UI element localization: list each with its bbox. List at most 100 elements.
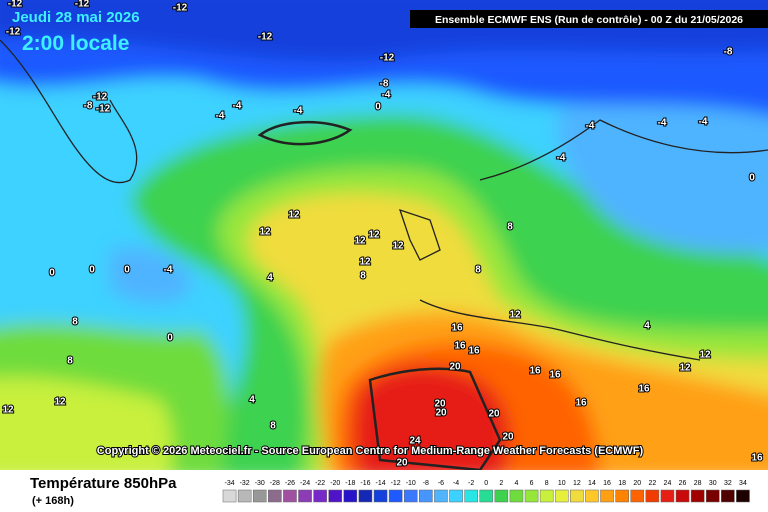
contour-label: -4 [216, 111, 225, 122]
legend-swatch [252, 489, 267, 503]
legend-swatch [494, 489, 509, 503]
contour-label: 12 [259, 227, 271, 238]
legend-label: -32 [240, 480, 250, 487]
contour-label: 12 [699, 350, 711, 361]
contour-label: 12 [54, 397, 66, 408]
copyright: Copyright © 2026 Meteociel.fr - Source E… [97, 445, 644, 457]
contour-label: -8 [84, 101, 93, 112]
contour-label: 20 [434, 399, 446, 410]
contour-label: 20 [502, 432, 514, 443]
legend-swatch [313, 489, 327, 503]
legend-swatch [419, 489, 433, 503]
legend-swatch [268, 489, 282, 503]
contour-label: -12 [6, 27, 21, 38]
legend-swatch [464, 489, 478, 503]
contour-label: 12 [679, 363, 691, 374]
contour-label: 8 [72, 317, 78, 328]
legend-label: 2 [499, 480, 503, 487]
colorbar: -34 -32 -30 -28 -26 -24 -22 -20 -18 -16 -14 -12 -10-… [222, 480, 750, 503]
contour-label: 16 [575, 398, 587, 409]
contour-label: 0 [49, 268, 55, 279]
contour-label: -12 [96, 104, 111, 115]
legend-label: 14 [588, 480, 596, 487]
contour-label: -4 [233, 101, 242, 112]
legend-swatch [721, 489, 735, 503]
contour-label: 12 [368, 230, 380, 241]
legend-label: 22 [648, 480, 656, 487]
legend-swatch [615, 489, 629, 503]
legend-swatch [388, 489, 403, 503]
contour-label: 20 [396, 458, 408, 469]
legend-label: -10 [406, 480, 416, 487]
contour-label: 16 [529, 366, 541, 377]
contour-label: -12 [75, 0, 90, 10]
legend-swatch [554, 489, 569, 503]
legend-swatch [705, 489, 720, 503]
contour-label: 24 [409, 436, 421, 447]
run-banner [410, 10, 768, 28]
contour-label: 8 [270, 421, 276, 432]
legend-swatch [298, 489, 312, 503]
contour-label: 0 [89, 265, 95, 276]
contour-label: 8 [475, 265, 481, 276]
legend-label: 34 [739, 480, 747, 487]
legend-label: -22 [315, 480, 325, 487]
legend-swatch [222, 489, 237, 503]
date: Jeudi 28 mai 2026 [12, 9, 140, 26]
legend-label: 0 [484, 480, 488, 487]
legend-swatch [328, 489, 343, 503]
legend-label: 24 [664, 480, 672, 487]
legend-swatch [539, 489, 554, 503]
local-time: 2:00 locale [22, 32, 129, 55]
legend-label: -28 [270, 480, 280, 487]
contour-label: -4 [699, 117, 708, 128]
legend-swatch [373, 489, 388, 503]
contour-label: -12 [380, 53, 395, 64]
contour-label: 16 [451, 323, 463, 334]
legend-label: -6 [438, 480, 444, 487]
contour-label: -4 [557, 153, 566, 164]
legend-label: -34 [224, 480, 234, 487]
contour-label: 20 [435, 408, 447, 419]
contour-label: 12 [288, 210, 300, 221]
contour-label: 0 [375, 102, 381, 113]
contour-label: 16 [468, 346, 480, 357]
legend-swatch [403, 489, 418, 503]
contour-label: -4 [294, 106, 303, 117]
legend-swatch [645, 489, 660, 503]
legend-label: 4 [514, 480, 518, 487]
legend-label: 30 [709, 480, 717, 487]
legend-swatch [736, 489, 750, 503]
legend-swatch [630, 489, 645, 503]
contour-label: 4 [267, 273, 273, 284]
legend-label: 32 [724, 480, 732, 487]
legend-label: 6 [530, 480, 534, 487]
legend-swatch [660, 489, 675, 503]
contour-label: 16 [751, 453, 763, 464]
legend-swatch [283, 489, 297, 503]
contour-label: -4 [164, 265, 173, 276]
contour-label: 20 [488, 409, 500, 420]
footer-subtitle: (+ 168h) [32, 495, 74, 507]
contour-label: -4 [658, 118, 667, 129]
contour-label: -12 [258, 32, 273, 43]
legend-swatch [524, 489, 539, 503]
legend-swatch [600, 489, 614, 503]
contour-label: 20 [449, 362, 461, 373]
legend-swatch [434, 489, 448, 503]
legend-swatch [675, 489, 690, 503]
contour-label: -4 [382, 90, 391, 101]
contour-label: 12 [2, 405, 14, 416]
legend-swatch [509, 489, 524, 503]
temperature-field [0, 0, 768, 480]
contour-label: -4 [586, 121, 595, 132]
contour-label: 4 [249, 395, 255, 406]
legend-label: 28 [694, 480, 702, 487]
contour-label: -8 [380, 79, 389, 90]
contour-label: -12 [93, 92, 108, 103]
legend-label: -12 [391, 480, 401, 487]
legend-label: -2 [468, 480, 474, 487]
contour-label: 0 [167, 333, 173, 344]
contour-label: 12 [359, 257, 371, 268]
